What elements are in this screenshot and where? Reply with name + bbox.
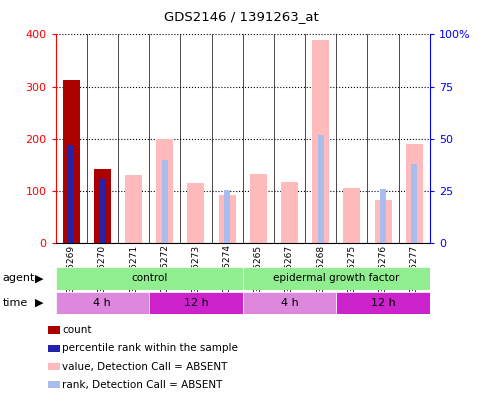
Bar [411,164,417,243]
Text: 4 h: 4 h [94,298,111,308]
Text: count: count [62,325,92,335]
Bar [156,139,173,243]
Text: rank, Detection Call = ABSENT: rank, Detection Call = ABSENT [62,380,223,390]
Text: 4 h: 4 h [281,298,298,308]
Bar [374,200,392,243]
Bar [187,183,204,243]
Bar [281,182,298,243]
Text: agent: agent [2,273,35,283]
Text: time: time [2,298,28,308]
Bar [99,179,105,243]
Bar [162,160,168,243]
Text: ▶: ▶ [35,273,43,283]
Bar [336,292,430,314]
Bar [242,267,430,290]
Text: percentile rank within the sample: percentile rank within the sample [62,343,238,353]
Bar [318,135,324,243]
Bar [343,188,360,243]
Bar [312,40,329,243]
Bar [242,292,336,314]
Text: ▶: ▶ [35,298,43,308]
Text: 12 h: 12 h [371,298,396,308]
Bar [149,292,242,314]
Text: epidermal growth factor: epidermal growth factor [273,273,399,283]
Bar [56,292,149,314]
Bar [224,190,230,243]
Bar [68,145,74,243]
Bar [380,189,386,243]
Text: value, Detection Call = ABSENT: value, Detection Call = ABSENT [62,362,227,371]
Text: control: control [131,273,167,283]
Bar [94,169,111,243]
Text: GDS2146 / 1391263_at: GDS2146 / 1391263_at [164,10,319,23]
Bar [406,144,423,243]
Bar [250,174,267,243]
Bar [56,267,242,290]
Text: 12 h: 12 h [184,298,208,308]
Bar [63,80,80,243]
Bar [218,194,236,243]
Bar [125,175,142,243]
